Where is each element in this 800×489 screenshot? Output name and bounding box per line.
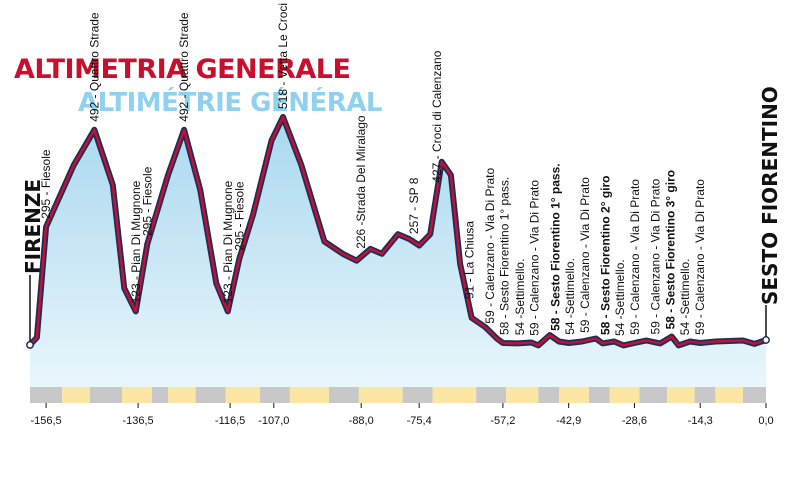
waypoint-label-23: 58 - Sesto Fiorentino 3° giro: [663, 170, 677, 330]
waypoint-label-5: 123 - Pian Di Mugnone: [221, 180, 235, 303]
km-tick-label-5: -75,4: [407, 415, 432, 427]
km-tick-label-7: -42,9: [556, 415, 581, 427]
waypoint-label-21: 59 - Calenzano - Via Di Prato: [628, 179, 642, 335]
km-band-2: [89, 387, 122, 403]
finish-marker-dot: [762, 336, 770, 344]
waypoint-label-1: 492 - Quattro Strade: [87, 12, 101, 122]
elevation-line: [29, 115, 767, 347]
km-band-23: [715, 387, 743, 403]
km-band-6: [195, 387, 226, 403]
waypoint-label-19: 58 - Sesto Fiorentino 2° giro: [599, 176, 613, 336]
waypoint-label-6: 295 - Fiesole: [232, 181, 246, 251]
title-italian: ALTIMETRIA GENERALE: [14, 54, 350, 85]
km-band-11: [358, 387, 403, 403]
waypoint-label-22: 59 - Calenzano - Via Di Prato: [649, 178, 663, 334]
waypoint-label-8: 226 -Strada Del Miralago: [354, 115, 368, 249]
km-band-7: [225, 387, 260, 403]
start-finish-markers: [26, 275, 770, 349]
km-tick-label-3: -107,0: [258, 415, 289, 427]
finish-city-label: SESTO FIORENTINO: [758, 86, 782, 305]
km-tick-label-9: -14,3: [688, 415, 713, 427]
waypoint-label-16: 58 - Sesto Fiorentino 1° pass.: [548, 163, 562, 331]
km-band-10: [329, 387, 359, 403]
start-marker-dot: [26, 340, 34, 349]
waypoint-label-14: 54 -Settimello.: [513, 259, 527, 336]
km-band-21: [667, 387, 695, 403]
km-tick-label-0: -156,5: [30, 415, 61, 427]
waypoint-label-2: 123 - Pian Di Mugnone: [129, 180, 143, 303]
waypoint-label-13: 58 - Sesto Fiorentino 1° pass.: [498, 177, 512, 335]
waypoint-label-20: 54 -Settimello.: [613, 259, 627, 336]
km-tick-labels: -156,5 -136,5 -116,5 -107,0 -88,0 -75,4 -57,2 -…: [30, 403, 774, 427]
waypoint-label-11: 91 - La Chiusa: [462, 221, 476, 299]
waypoint-label-12: 59 - Calenzano - Via Di Prato: [483, 168, 497, 324]
waypoint-label-0: 295 - Fiesole: [39, 149, 53, 219]
km-band-13: [432, 387, 477, 403]
km-band-14: [476, 387, 507, 403]
waypoint-label-15: 59 - Calenzano - Via Di Prato: [528, 180, 542, 336]
km-band-4: [151, 387, 168, 403]
km-band-8: [260, 387, 290, 403]
km-band-strip: [30, 387, 766, 403]
waypoint-label-24: 54 -Settimello.: [678, 258, 692, 335]
km-tick-label-8: -28,6: [622, 415, 647, 427]
km-tick-label-6: -57,2: [490, 415, 515, 427]
km-band-20: [639, 387, 668, 403]
waypoint-label-4: 492 - Quattro Strade: [177, 12, 191, 122]
waypoint-label-18: 59 - Calenzano - Via Di Prato: [578, 177, 592, 333]
km-band-17: [559, 387, 589, 403]
km-band-0: [30, 387, 63, 403]
waypoint-label-3: 295 - Fiesole: [140, 166, 154, 236]
km-tick-label-10: 0,0: [758, 415, 773, 427]
km-tick-label-1: -136,5: [122, 415, 153, 427]
waypoint-label-10: 427 - Croci di Calenzano: [430, 50, 444, 182]
km-band-3: [122, 387, 152, 403]
waypoint-label-25: 59 - Calenzano - Via Di Prato: [693, 179, 707, 335]
waypoint-label-7: 518 - Vetta Le Croci: [276, 3, 290, 109]
waypoint-labels: 295 - Fiesole 492 - Quattro Strade 123 - P…: [39, 3, 707, 336]
km-band-16: [538, 387, 559, 403]
km-band-12: [402, 387, 433, 403]
km-band-18: [588, 387, 610, 403]
km-band-15: [506, 387, 539, 403]
km-tick-label-2: -116,5: [215, 415, 245, 427]
km-band-22: [694, 387, 716, 403]
km-tick-label-4: -88,0: [349, 415, 374, 427]
title-french: ALTIMÉTRIE GÉNÉRAL: [78, 86, 382, 118]
km-band-1: [62, 387, 90, 403]
km-band-9: [289, 387, 329, 403]
elevation-area: [30, 117, 766, 387]
km-band-24: [743, 387, 766, 403]
waypoint-label-17: 54 -Settimello.: [563, 258, 577, 335]
km-band-5: [168, 387, 196, 403]
waypoint-label-9: 257 - SP 8: [407, 177, 421, 234]
km-band-19: [609, 387, 640, 403]
